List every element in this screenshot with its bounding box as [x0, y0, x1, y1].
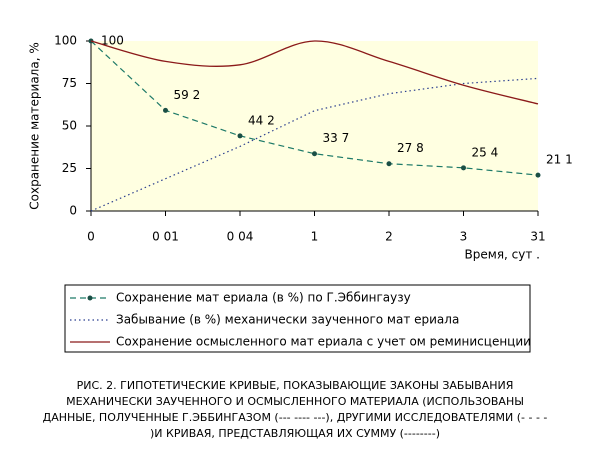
x-tick-label: 1: [311, 230, 319, 244]
caption-line: ДАННЫЕ, ПОЛУЧЕННЫЕ Г.ЭББИНГАЗОМ (--- ---…: [43, 411, 548, 424]
data-label: 59 2: [174, 88, 201, 102]
y-tick-label: 0: [69, 204, 77, 218]
legend-label: Забывание (в %) механически заученного м…: [116, 313, 459, 327]
legend: [64, 284, 531, 353]
x-tick-label: 0: [87, 230, 95, 244]
x-axis-label: Время, сут .: [465, 248, 540, 262]
data-label: 27 8: [397, 141, 424, 155]
y-tick-label: 25: [62, 161, 77, 175]
series-line: [90, 77, 539, 212]
legend-label: Сохранение мат ериала (в %) по Г.Эббинга…: [116, 291, 411, 305]
data-label: 33 7: [323, 131, 350, 145]
point-marker: [163, 107, 168, 113]
point-marker: [535, 172, 541, 178]
caption-line: РИС. 2. ГИПОТЕТИЧЕСКИЕ КРИВЫЕ, ПОКАЗЫВАЮ…: [77, 379, 514, 392]
point-marker: [461, 165, 466, 171]
data-label: 100: [101, 34, 124, 48]
y-axis-label: Сохранение материала, %: [28, 42, 42, 209]
x-tick-label: 0 01: [152, 230, 179, 244]
data-label: 44 2: [248, 113, 275, 127]
x-tick-label: 2: [385, 230, 393, 244]
data-label: 21 1: [546, 153, 573, 167]
data-label: 25 4: [472, 145, 499, 159]
y-tick-label: 50: [62, 119, 77, 133]
series-line: [90, 40, 539, 105]
caption-line: МЕХАНИЧЕСКИ ЗАУЧЕННОГО И ОСМЫСЛЕННОГО МА…: [66, 395, 524, 408]
point-marker: [312, 151, 317, 157]
x-tick-label: 0 04: [227, 230, 254, 244]
legend-marker: [87, 295, 93, 301]
legend-label: Сохранение осмысленного мат ериала с уче…: [116, 335, 531, 349]
caption-line: )И КРИВАЯ, ПРЕДСТАВЛЯЮЩАЯ ИХ СУММУ (----…: [150, 427, 440, 440]
y-tick-label: 75: [62, 76, 77, 90]
y-tick-label: 100: [54, 34, 77, 48]
point-marker: [386, 161, 392, 167]
point-marker: [237, 133, 243, 139]
x-tick-label: 3: [460, 230, 468, 244]
x-tick-label: 31: [530, 230, 545, 244]
plot-area: [91, 41, 538, 211]
